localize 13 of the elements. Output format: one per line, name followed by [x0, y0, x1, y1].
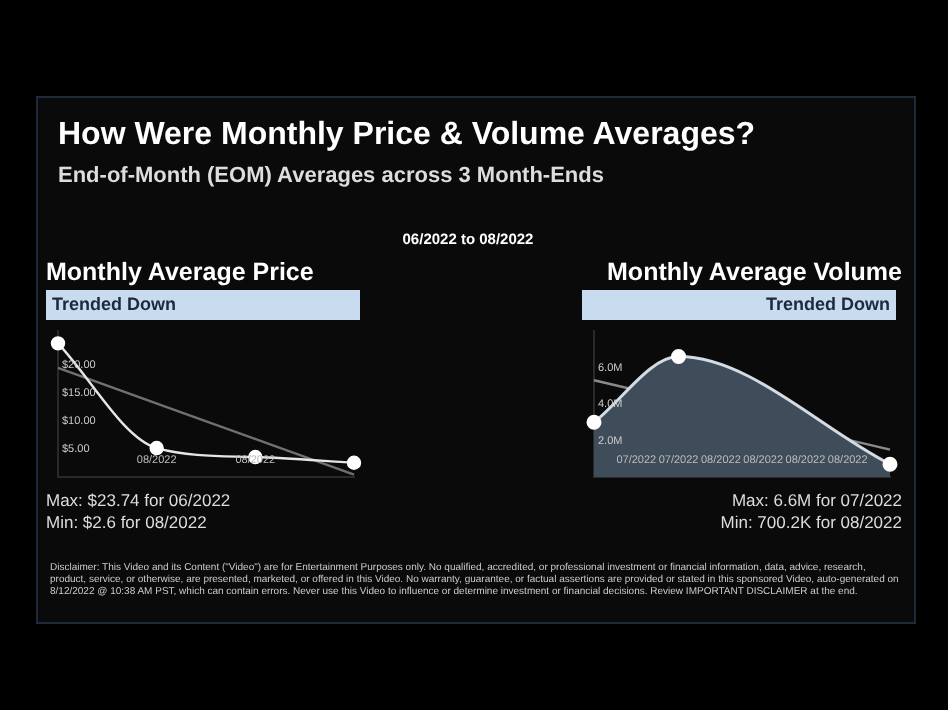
text: Max: $23.74 for 06/2022 — [46, 490, 233, 510]
text: Min: $2.6 for 08/2022 — [46, 512, 209, 532]
chart-title: Monthly Average Price — [46, 258, 316, 286]
point — [50, 336, 66, 351]
point — [346, 455, 362, 470]
text: End-of-Month (EOM) Averages across 3 Month-Ends — [58, 164, 604, 188]
text: How Were Monthly Price & Volume Averages? — [58, 118, 756, 154]
text: Min: 700.2K for 08/2022 — [718, 512, 902, 532]
text: Max: 6.6M for 07/2022 — [729, 490, 902, 510]
point — [149, 440, 164, 456]
chart-title: Monthly Average Volume — [605, 258, 902, 286]
chart-subtitle: Trended Down — [582, 290, 896, 320]
chart-subtitle: Trended Down — [46, 290, 360, 320]
